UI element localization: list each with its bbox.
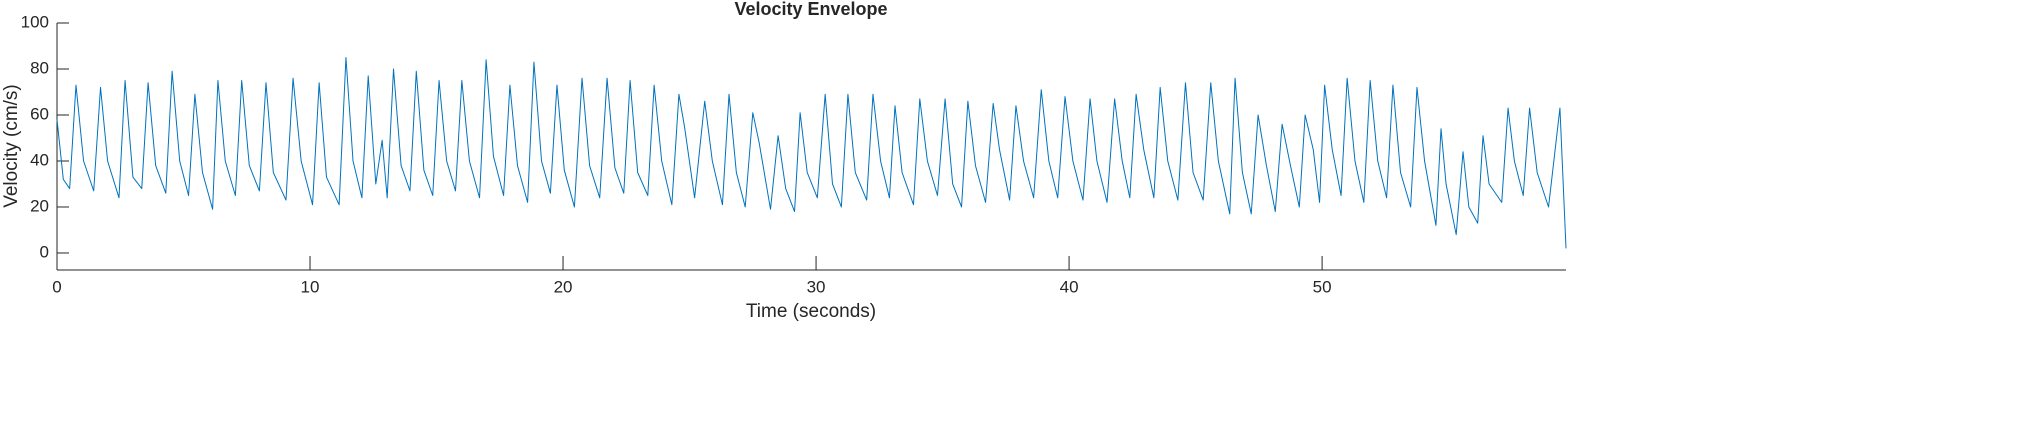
y-tick-label: 0: [40, 242, 49, 261]
chart-title: Velocity Envelope: [734, 0, 887, 19]
y-tick-label: 20: [30, 196, 49, 215]
x-tick-label: 0: [52, 277, 61, 296]
x-tick-label: 50: [1313, 277, 1332, 296]
x-tick-label: 40: [1060, 277, 1079, 296]
y-axis-label: Velocity (cm/s): [1, 84, 22, 208]
x-tick-label: 30: [807, 277, 826, 296]
y-tick-label: 60: [30, 104, 49, 123]
y-tick-label: 100: [21, 12, 49, 31]
y-tick-label: 40: [30, 150, 49, 169]
x-tick-label: 10: [301, 277, 320, 296]
x-tick-label: 20: [554, 277, 573, 296]
line: [56, 57, 1567, 249]
y-tick-label: 80: [30, 58, 49, 77]
x-axis-label: Time (seconds): [746, 301, 876, 322]
